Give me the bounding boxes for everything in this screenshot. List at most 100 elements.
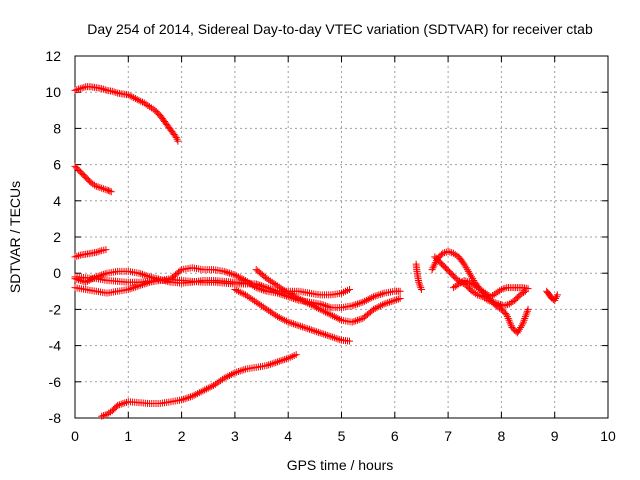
data-point [507,299,515,307]
data-point [353,316,361,324]
data-point [270,359,278,367]
data-point [258,302,266,310]
data-point [380,300,388,308]
data-point [463,266,471,274]
data-point [99,270,107,278]
x-tick-label: 3 [231,428,239,444]
data-point [486,297,494,305]
data-point [137,270,145,278]
data-point [473,291,481,299]
data-point [275,283,283,291]
data-point [396,295,404,303]
data-point [71,86,79,94]
data-point [124,285,132,293]
x-tick-label: 2 [178,428,186,444]
data-point [222,373,230,381]
data-point [332,314,340,322]
data-point [227,371,235,379]
data-point [384,299,392,307]
data-point [99,412,107,420]
x-tick-label: 0 [71,428,79,444]
data-point [429,264,437,272]
data-point [516,325,524,333]
data-point [275,290,283,298]
data-point [89,180,97,188]
x-tick-labels: 0 1 2 3 4 5 6 7 8 9 10 [71,428,616,444]
data-point [492,289,500,297]
data-point [382,299,390,307]
data-point [552,295,560,303]
data-point [460,276,468,284]
data-point [259,303,267,311]
y-tick-label: -8 [49,410,62,426]
x-tick-label: 7 [444,428,452,444]
data-point [98,85,106,93]
data-point [502,301,510,309]
data-point [306,325,314,333]
data-point [505,316,513,324]
data-point [139,98,147,106]
data-point [478,287,486,295]
data-point [521,313,529,321]
data-point [552,293,560,301]
data-point [290,320,298,328]
data-point [453,281,461,289]
data-point [137,97,145,105]
data-point [103,186,111,194]
data-point [487,293,495,301]
data-point [368,294,376,302]
data-point [300,297,308,305]
data-point [323,331,331,339]
data-point [266,308,274,316]
data-point [256,301,264,309]
data-point [503,313,511,321]
data-point [327,311,335,319]
data-point [140,271,148,279]
data-point [323,309,331,317]
data-point [431,260,439,268]
data-point [514,327,522,335]
data-point [517,324,525,331]
data-point [104,187,112,195]
data-point [202,385,210,393]
data-point [441,249,449,257]
data-point [479,293,487,301]
data-point [254,281,262,289]
data-point [270,279,278,287]
data-point [179,395,187,403]
data-point [178,396,186,404]
data-point [268,278,276,286]
data-point [284,289,292,297]
data-point [302,324,310,332]
data-point [329,312,337,320]
data-point [314,328,322,336]
y-tick-label: 2 [53,229,61,245]
x-tick-label: 4 [284,428,292,444]
data-point [491,299,499,307]
data-point [210,381,218,389]
x-tick-label: 5 [338,428,346,444]
data-point [480,288,488,296]
data-point [470,289,478,297]
data-point [135,96,143,104]
data-point [236,367,244,375]
data-point [330,334,338,342]
data-point [366,295,374,303]
data-point [288,319,296,327]
data-point [277,284,285,292]
data-point [481,294,489,302]
data-point [98,271,106,279]
data-point [106,187,114,195]
data-point [213,379,221,387]
data-point [91,181,99,189]
data-point [130,284,138,292]
data-point [234,273,242,281]
data-point [117,400,125,408]
data-point [218,375,226,383]
data-point [272,311,280,319]
data-point [348,302,356,310]
data-point [87,276,95,284]
data-point [496,287,504,295]
series-arc-10 [412,260,425,293]
